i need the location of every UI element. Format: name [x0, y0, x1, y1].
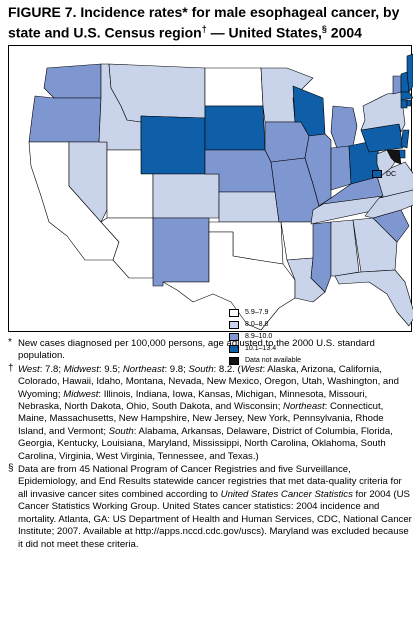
- legend-label: 10.1–13.4: [245, 345, 277, 352]
- state-nd: [204, 67, 264, 107]
- state-ar: [280, 221, 318, 261]
- legend-item: 8.9–10.0: [229, 331, 301, 342]
- italic-run: Northeast: [283, 401, 325, 413]
- state-ga: [352, 217, 398, 273]
- dc-swatch: [372, 170, 382, 178]
- text-run: : Connecticut, Maine, Massachusetts, New…: [18, 401, 384, 437]
- legend-label: 8.0–8.8: [245, 321, 269, 328]
- legend-label: 5.9–7.9: [245, 309, 269, 316]
- italic-run: West: [240, 363, 263, 375]
- text-run: : Alabama, Arkansas, Delaware, District …: [18, 425, 393, 462]
- text-run: : 9.5;: [98, 363, 123, 375]
- footnote-mark: †: [8, 362, 14, 374]
- legend-swatch: [229, 320, 239, 329]
- text-run: : Illinois, Indiana, Iowa, Kansas, Michi…: [18, 388, 368, 413]
- state-fl: [334, 269, 413, 327]
- footnote-dagger: † West: 7.8; Midwest: 9.5; Northeast: 9.…: [8, 362, 412, 463]
- text-run: : Alaska, Arizona, California, Colorado,…: [18, 363, 399, 400]
- italic-run: Midwest: [63, 388, 99, 400]
- legend-swatch: [229, 356, 239, 365]
- footnote-text: Data are from 45 National Program of Can…: [18, 464, 412, 551]
- us-state-map: [28, 53, 413, 331]
- state-wa: [43, 63, 102, 99]
- figure-title: FIGURE 7. Incidence rates* for male esop…: [8, 4, 412, 42]
- text-run: Data are from 45 National Program of Can…: [18, 464, 402, 500]
- footnote-section: § Data are from 45 National Program of C…: [8, 463, 412, 551]
- legend-item: Data not available: [229, 355, 301, 366]
- italic-run: Midwest: [63, 363, 99, 375]
- map-panel: DC 5.9–7.9 8.0–8.8 8.9–10.0 10.1–13.4 Da…: [8, 45, 413, 365]
- state-co: [152, 173, 220, 219]
- state-nc: [364, 189, 413, 219]
- legend-item: 8.0–8.8: [229, 319, 301, 330]
- footnotes: * New cases diagnosed per 100,000 person…: [8, 337, 412, 552]
- italic-run: South: [108, 425, 134, 437]
- footnote-text: West: 7.8; Midwest: 9.5; Northeast: 9.8;…: [18, 364, 412, 463]
- state-in: [330, 145, 352, 191]
- state-ct: [400, 99, 408, 109]
- state-mn: [260, 67, 314, 123]
- legend-item: 5.9–7.9: [229, 307, 301, 318]
- state-nm: [152, 217, 210, 287]
- text-run: : 8.2. (: [213, 363, 241, 375]
- state-me: [406, 53, 413, 93]
- state-nj: [400, 129, 410, 149]
- legend-label: 8.9–10.0: [245, 333, 273, 340]
- italic-run: South: [188, 363, 214, 375]
- footnote-mark: *: [8, 337, 12, 348]
- state-sd: [204, 105, 266, 151]
- legend-item: 10.1–13.4: [229, 343, 301, 354]
- italic-run: United States Cancer Statistics: [220, 488, 353, 500]
- title-line-2: state and U.S. Census region† — United S…: [8, 24, 362, 41]
- dc-inset: DC: [372, 170, 396, 178]
- legend-swatch: [229, 344, 239, 353]
- state-ks: [218, 191, 280, 223]
- state-md: [386, 149, 402, 165]
- state-mi: [330, 105, 358, 149]
- legend-swatch: [229, 332, 239, 341]
- footnote-asterisk: * New cases diagnosed per 100,000 person…: [8, 337, 412, 363]
- state-ny: [360, 91, 406, 133]
- state-ri: [406, 99, 412, 107]
- map-legend: 5.9–7.9 8.0–8.8 8.9–10.0 10.1–13.4 Data …: [229, 307, 301, 367]
- state-vt: [392, 75, 402, 95]
- state-ma: [400, 91, 413, 101]
- state-wy: [140, 115, 206, 175]
- dc-label: DC: [386, 170, 397, 178]
- footnote-mark: §: [8, 463, 14, 475]
- footnote-text: New cases diagnosed per 100,000 persons,…: [18, 338, 375, 362]
- text-run: : 7.8;: [39, 363, 64, 375]
- italic-run: Northeast: [122, 363, 165, 375]
- text-run: for 2004 (US Cancer Statistics Working G…: [18, 488, 412, 550]
- state-ia: [264, 121, 310, 163]
- state-or: [28, 95, 102, 143]
- italic-run: West: [18, 363, 40, 375]
- legend-swatch: [229, 308, 239, 317]
- text-run: : 9.8;: [164, 363, 189, 375]
- title-line-1: FIGURE 7. Incidence rates* for male esop…: [8, 4, 400, 20]
- state-az: [100, 217, 154, 279]
- legend-label: Data not available: [245, 357, 302, 364]
